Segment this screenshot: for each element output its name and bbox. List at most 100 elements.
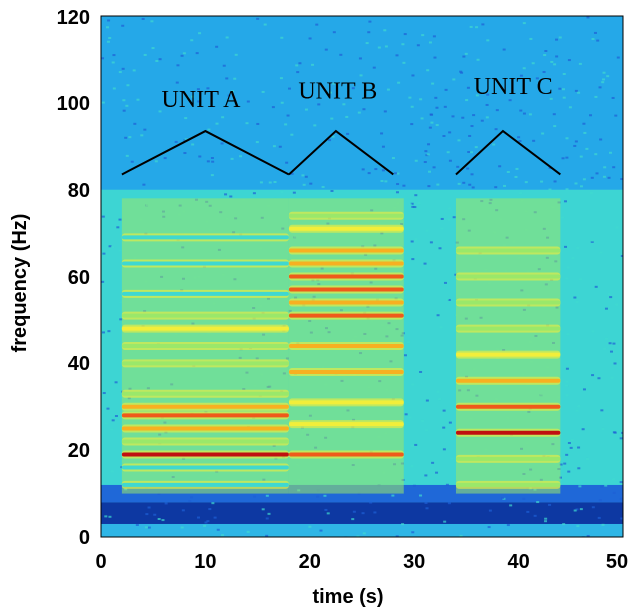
noise-speck [396,183,400,186]
noise-speck [452,216,456,219]
noise-speck [150,20,154,23]
noise-speck [565,156,569,159]
noise-speck [567,470,571,473]
noise-speck [184,138,188,141]
noise-speck [451,115,455,118]
noise-speck [517,136,521,139]
noise-speck [428,126,432,129]
noise-speck [142,183,146,186]
noise-speck [438,398,442,401]
noise-speck [198,155,202,158]
noise-speck [147,506,151,509]
noise-speck [208,508,212,511]
noise-speck [558,87,562,90]
noise-speck [481,23,485,26]
noise-speck [475,26,479,29]
noise-speck [595,172,599,175]
noise-speck [124,136,128,139]
noise-speck [464,52,468,55]
noise-speck [467,150,471,153]
noise-speck [265,494,269,497]
noise-speck [604,307,608,310]
noise-speck [578,62,582,65]
noise-speck [213,516,217,519]
noise-speck [448,159,452,162]
noise-speck [462,55,466,58]
noise-speck [559,463,563,466]
noise-speck [121,67,125,70]
noise-speck [603,166,607,169]
noise-speck [279,77,283,80]
noise-speck [181,509,185,512]
y-tick-label-80: 80 [68,180,90,202]
y-axis-label: frequency (Hz) [9,214,31,353]
noise-speck [582,122,586,125]
noise-speck [411,531,415,534]
noise-speck [163,157,167,160]
noise-speck [414,238,418,241]
noise-speck [119,318,123,321]
noise-speck [421,419,425,422]
noise-speck [603,347,607,350]
noise-speck [107,330,111,333]
noise-speck [461,116,465,119]
noise-speck [328,139,332,142]
noise-speck [457,182,461,185]
noise-speck [191,95,195,98]
noise-speck [599,138,603,141]
noise-speck [224,193,228,196]
harmonic-band [121,465,289,470]
noise-speck [234,53,238,56]
noise-speck [105,26,109,29]
noise-speck [290,133,294,136]
noise-speck [417,202,421,205]
noise-speck [319,529,323,532]
noise-speck [419,98,423,101]
noise-speck [428,170,432,173]
noise-speck [565,384,569,387]
noise-speck [216,528,220,531]
noise-speck [445,298,449,301]
noise-speck [147,526,151,529]
noise-speck [176,64,180,67]
noise-speck [317,103,321,106]
noise-speck [361,512,365,515]
noise-speck [425,429,429,432]
noise-speck [114,381,118,384]
noise-speck [290,172,294,175]
noise-speck [585,457,589,460]
harmonic-band [288,248,404,253]
noise-speck [158,58,162,61]
noise-speck [411,258,415,261]
noise-speck [367,31,371,34]
noise-speck [220,142,224,145]
noise-speck [480,119,484,122]
noise-speck [195,52,199,55]
noise-speck [433,56,437,59]
noise-speck [121,24,125,27]
noise-speck [132,69,136,72]
harmonic-band [121,439,289,444]
noise-speck [606,75,610,78]
noise-speck [549,97,553,100]
noise-speck [207,128,211,131]
noise-speck [311,63,315,66]
noise-speck [108,37,112,40]
noise-speck [468,134,472,137]
noise-speck [272,145,276,148]
noise-speck [265,517,269,520]
noise-speck [591,506,595,509]
noise-speck [583,131,587,134]
noise-speck [561,216,565,219]
noise-speck [368,20,372,23]
unit-chevron-0 [121,129,290,176]
noise-speck [144,526,148,529]
noise-speck [180,526,184,529]
noise-speck [522,497,526,500]
noise-speck [271,106,275,109]
noise-speck [102,331,106,334]
noise-speck [594,153,598,156]
noise-speck [383,110,387,113]
harmonic-band [455,456,561,461]
noise-speck [532,139,536,142]
